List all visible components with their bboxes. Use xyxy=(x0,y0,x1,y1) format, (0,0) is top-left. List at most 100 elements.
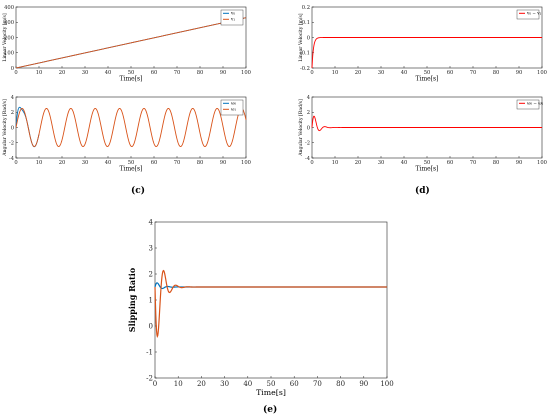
y-tick-label: 3 xyxy=(149,244,153,252)
x-tick-label: 30 xyxy=(82,160,89,166)
x-tick-label: 60 xyxy=(447,70,454,76)
y-tick-label: -1 xyxy=(146,348,153,356)
y-axis-label: Linear Velocity [m/s] xyxy=(2,13,8,61)
x-tick-label: 100 xyxy=(380,380,393,388)
y-tick-label: 0 xyxy=(11,66,14,72)
x-tick-label: 20 xyxy=(197,380,206,388)
legend xyxy=(516,9,540,20)
x-tick-label: 0 xyxy=(14,70,17,76)
x-axis-label: Time[s] xyxy=(120,75,143,82)
x-tick-label: 60 xyxy=(151,70,158,76)
y-tick-label: 200 xyxy=(4,35,14,41)
x-tick-label: 100 xyxy=(537,70,547,76)
x-tick-label: 50 xyxy=(267,380,276,388)
x-tick-label: 0 xyxy=(153,380,157,388)
x-tick-label: 20 xyxy=(355,70,362,76)
chart-e: 0 10 20 30 40 50 60 70 80 90 100 -2 -1 0 1 2 3 4 Time[s] Sl… xyxy=(127,218,394,396)
x-tick-label: 30 xyxy=(378,70,385,76)
x-tick-label: 80 xyxy=(336,380,345,388)
x-tick-label: 0 xyxy=(310,160,313,166)
x-tick-label: 70 xyxy=(313,380,322,388)
x-tick-label: 90 xyxy=(516,160,523,166)
y-axis-label: Linear Velocity [m/s] xyxy=(298,13,304,61)
x-axis-label: Time[s] xyxy=(416,165,439,172)
x-tick-label: 90 xyxy=(516,70,523,76)
chart-c-top: 0 10 20 30 40 50 60 70 80 90 100 0 100 200 300 400 Time[… xyxy=(2,5,251,83)
x-tick-label: 50 xyxy=(424,160,431,166)
x-tick-label: 70 xyxy=(470,160,477,166)
x-tick-label: 20 xyxy=(59,160,66,166)
y-tick-label: 0.1 xyxy=(302,20,310,26)
x-tick-label: 70 xyxy=(470,70,477,76)
x-tick-label: 100 xyxy=(241,160,251,166)
x-tick-label: 60 xyxy=(447,160,454,166)
x-tick-label: 90 xyxy=(220,160,227,166)
y-tick-label: 0 xyxy=(149,322,153,330)
series-line-2 xyxy=(15,17,247,69)
y-tick-label: 1 xyxy=(149,296,153,304)
y-axis-label: Slipping Ratio xyxy=(127,267,137,332)
x-axis-label: Time[s] xyxy=(416,75,439,82)
series-line-2 xyxy=(15,107,247,148)
series-line-1 xyxy=(311,115,542,132)
y-tick-label: -0.2 xyxy=(300,66,310,72)
x-tick-label: 0 xyxy=(14,160,17,166)
x-tick-label: 40 xyxy=(243,380,252,388)
y-axis-label: Angular Velocity [Rad/s] xyxy=(298,99,304,157)
y-tick-label: -4 xyxy=(9,156,15,162)
x-tick-label: 50 xyxy=(424,70,431,76)
chart-d-top: 0 10 20 30 40 50 60 70 80 90 100 -0.2 -0.1 0 0.1 0.2 Tim… xyxy=(298,5,547,83)
x-tick-label: 80 xyxy=(493,70,500,76)
y-axis-label: Angular Velocity [Rad/s] xyxy=(2,99,8,157)
caption-e: (e) xyxy=(263,405,278,415)
y-tick-label: -2 xyxy=(9,141,14,147)
x-axis-label: Time[s] xyxy=(256,388,286,397)
y-tick-label: 0 xyxy=(11,125,14,131)
chart-d-bottom: 0 10 20 30 40 50 60 70 80 90 100 -4 -2 0 2 4 Time[s] Angu… xyxy=(298,95,547,173)
x-tick-label: 100 xyxy=(241,70,251,76)
x-tick-label: 0 xyxy=(310,70,313,76)
x-tick-label: 10 xyxy=(174,380,183,388)
x-tick-label: 80 xyxy=(197,70,204,76)
x-tick-label: 10 xyxy=(332,70,339,76)
legend-entry: ω₀ − ω₁ xyxy=(527,101,544,106)
caption-d: (d) xyxy=(415,186,430,196)
x-tick-label: 60 xyxy=(151,160,158,166)
x-tick-label: 50 xyxy=(128,160,135,166)
x-tick-label: 10 xyxy=(36,160,43,166)
x-tick-label: 80 xyxy=(197,160,204,166)
x-tick-label: 40 xyxy=(401,70,408,76)
y-tick-label: 0 xyxy=(307,125,310,131)
x-tick-label: 50 xyxy=(128,70,135,76)
y-tick-label: -4 xyxy=(305,156,311,162)
x-tick-label: 30 xyxy=(378,160,385,166)
x-tick-label: 90 xyxy=(359,380,368,388)
x-tick-label: 80 xyxy=(493,160,500,166)
x-tick-label: 20 xyxy=(355,160,362,166)
x-tick-label: 100 xyxy=(537,160,547,166)
plot-area xyxy=(15,6,247,69)
y-tick-label: 2 xyxy=(307,110,310,116)
x-tick-label: 40 xyxy=(105,70,112,76)
legend-entry: v₀ − v₁ xyxy=(526,11,542,16)
y-tick-label: -2 xyxy=(305,141,310,147)
y-tick-label: -2 xyxy=(146,374,153,382)
plot-area xyxy=(15,96,247,159)
x-axis-label: Time[s] xyxy=(120,165,143,172)
x-tick-label: 40 xyxy=(105,160,112,166)
plot-area xyxy=(154,221,388,379)
chart-c-bottom: 0 10 20 30 40 50 60 70 80 90 100 -4 -2 0 2 4 Time[s] Angu… xyxy=(2,95,251,173)
y-tick-label: 2 xyxy=(11,110,14,116)
y-tick-label: 400 xyxy=(4,5,14,11)
series-line-1 xyxy=(311,37,542,69)
y-tick-label: 300 xyxy=(4,20,14,26)
y-tick-label: 4 xyxy=(11,95,15,101)
y-tick-label: 2 xyxy=(149,270,153,278)
y-tick-label: 100 xyxy=(4,51,14,57)
x-tick-label: 70 xyxy=(174,70,181,76)
legend-entry: v₁ xyxy=(230,17,235,22)
x-tick-label: 60 xyxy=(290,380,299,388)
series-line-2 xyxy=(154,269,387,338)
x-tick-label: 10 xyxy=(332,160,339,166)
y-tick-label: 4 xyxy=(307,95,311,101)
